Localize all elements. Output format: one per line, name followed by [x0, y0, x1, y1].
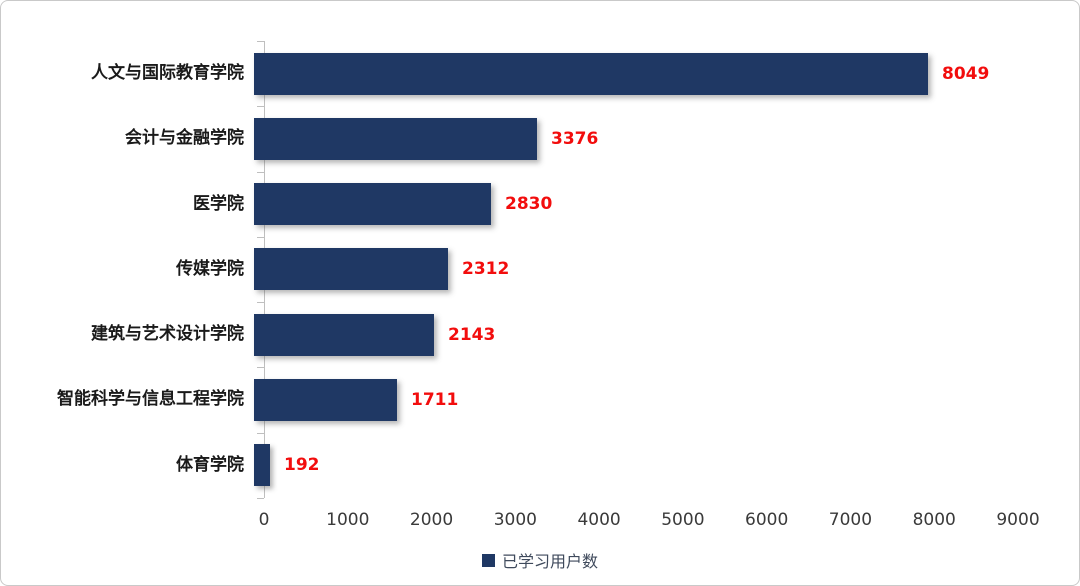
category-label: 体育学院 [176, 454, 244, 475]
category-label: 会计与金融学院 [125, 128, 244, 149]
axis-tick-mark [257, 171, 264, 173]
x-tick-label: 5000 [661, 510, 705, 530]
value-label: 1711 [411, 390, 459, 411]
legend-label: 已学习用户数 [501, 552, 598, 571]
table-row: 医学院 2830 [1, 172, 1079, 237]
x-tick-label: 2000 [409, 510, 454, 530]
x-tick-label: 0 [258, 510, 270, 530]
table-row: 智能科学与信息工程学院 1711 [1, 367, 1079, 432]
value-label: 2830 [505, 194, 553, 215]
bar-track: 2312 [254, 248, 1079, 291]
plot-area: 人文与国际教育学院 8049 会计与金融学院 3376 医学院 2830 传媒学院 2312 建… [1, 41, 1079, 499]
bar-track: 2143 [254, 313, 1079, 356]
x-tick-label: 1000 [326, 510, 370, 530]
bar-track: 2830 [254, 183, 1079, 226]
category-label: 智能科学与信息工程学院 [57, 389, 244, 410]
value-label: 2312 [462, 259, 510, 280]
category-label: 人文与国际教育学院 [91, 63, 244, 84]
chart-legend: 已学习用户数 [1, 547, 1079, 573]
value-label: 2143 [448, 324, 496, 345]
value-axis: 0 1000 2000 3000 4000 5000 6000 7000 8000 9000 [1, 510, 1079, 534]
bar [254, 379, 397, 422]
table-row: 传媒学院 2312 [1, 237, 1079, 302]
table-row: 会计与金融学院 3376 [1, 106, 1079, 171]
x-tick-label: 3000 [493, 510, 537, 530]
table-row: 人文与国际教育学院 8049 [1, 41, 1079, 106]
axis-tick-mark [257, 432, 264, 434]
value-label: 192 [284, 455, 320, 476]
table-row: 体育学院 192 [1, 433, 1079, 498]
bar-track: 192 [254, 444, 1079, 487]
x-tick-label: 8000 [912, 510, 956, 530]
x-tick-label: 9000 [996, 510, 1040, 530]
legend-square-icon [481, 553, 495, 567]
axis-tick-mark [257, 367, 264, 369]
axis-tick-mark [257, 302, 264, 304]
table-row: 建筑与艺术设计学院 2143 [1, 302, 1079, 367]
x-tick-label: 7000 [828, 510, 873, 530]
bar [254, 313, 434, 356]
value-label: 8049 [942, 63, 990, 84]
axis-tick-mark [257, 498, 264, 499]
bar-track: 3376 [254, 117, 1079, 160]
bar [254, 183, 491, 226]
category-label: 传媒学院 [176, 258, 244, 279]
category-label: 医学院 [193, 193, 244, 214]
bar [254, 52, 928, 95]
axis-tick-mark [257, 236, 264, 238]
x-tick-label: 4000 [577, 510, 621, 530]
bar [254, 444, 270, 487]
axis-tick-mark [257, 106, 264, 108]
bar-rows: 人文与国际教育学院 8049 会计与金融学院 3376 医学院 2830 传媒学院 2312 建… [1, 41, 1079, 498]
bar-track: 8049 [254, 52, 1079, 95]
bar-track: 1711 [254, 379, 1079, 422]
category-label: 建筑与艺术设计学院 [91, 324, 244, 345]
x-tick-label: 6000 [745, 510, 789, 530]
value-label: 3376 [551, 128, 599, 149]
bar [254, 248, 448, 291]
bar [254, 117, 537, 160]
axis-tick-mark [257, 41, 264, 42]
